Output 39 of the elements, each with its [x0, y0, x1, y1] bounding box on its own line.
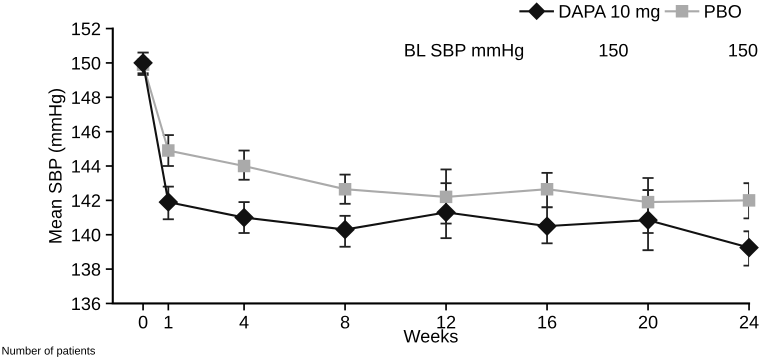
point — [638, 210, 658, 230]
x-tick-label: 0 — [138, 316, 148, 329]
annotation: 150 — [729, 44, 758, 57]
y-tick-label: 146 — [72, 126, 100, 138]
y-axis-title: Mean SBP (mmHg) — [48, 89, 66, 243]
x-tick-label: 8 — [340, 316, 350, 329]
y-tick-label: 144 — [72, 160, 100, 173]
point — [642, 196, 654, 208]
point — [440, 190, 452, 204]
point — [158, 192, 178, 212]
point — [540, 182, 554, 196]
point — [336, 220, 355, 240]
point — [338, 182, 352, 196]
point — [538, 216, 557, 236]
y-tick-label: 150 — [72, 56, 100, 70]
y-tick-label: 136 — [72, 297, 100, 310]
y-tick-label: 148 — [72, 91, 100, 104]
annotation: 150 — [600, 44, 628, 57]
y-tick-label: 140 — [72, 228, 100, 242]
point — [162, 144, 175, 157]
y-tick-label: 142 — [72, 194, 100, 207]
x-tick-label: 20 — [638, 316, 658, 329]
y-tick-label: 152 — [72, 22, 100, 36]
x-tick-label: 1 — [164, 316, 172, 328]
legend-label: PBO — [705, 4, 741, 18]
point — [436, 202, 456, 222]
text: Number of patients — [2, 346, 95, 357]
x-tick-label: 4 — [239, 316, 249, 328]
point — [742, 194, 756, 207]
x-tick-label: 16 — [538, 316, 556, 329]
annotation: BL SBP mmHg — [405, 44, 524, 60]
x-axis-title: Weeks — [404, 329, 458, 343]
point — [238, 160, 250, 172]
y-tick-label: 138 — [72, 263, 100, 276]
x-tick-label: 24 — [740, 316, 759, 328]
point — [234, 208, 254, 228]
x-tick-label: 12 — [437, 316, 456, 328]
point — [740, 238, 759, 258]
legend-label: DAPA 10 mg — [560, 4, 660, 22]
